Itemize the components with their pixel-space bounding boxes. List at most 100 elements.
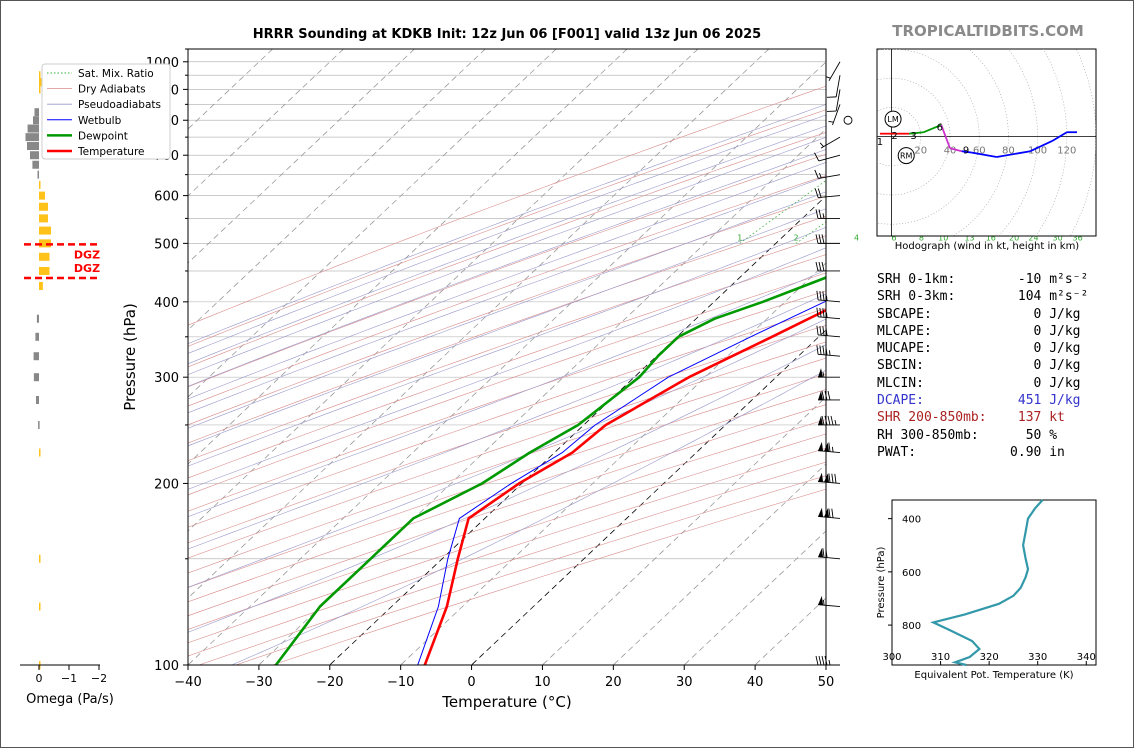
barb-full — [814, 188, 819, 198]
omega-bar — [39, 85, 41, 94]
wind-barb — [814, 169, 841, 179]
barb-staff — [818, 299, 841, 303]
omega-bar — [39, 202, 48, 211]
wind-barb — [815, 234, 840, 244]
barb-full — [822, 308, 825, 318]
legend-box — [41, 63, 171, 160]
barb-full — [825, 345, 828, 356]
omega-bar — [33, 116, 39, 125]
barb-full — [816, 325, 819, 335]
barb-full — [821, 390, 825, 401]
barb-staff — [828, 61, 841, 82]
parameter-row: MLCIN: 0 J/kg — [877, 375, 1088, 392]
barb-flag — [818, 595, 824, 606]
wind-barb — [818, 390, 840, 401]
barb-staff — [818, 334, 841, 338]
pseudoadiabat — [188, 114, 826, 354]
legend-label: Wetbulb — [78, 115, 122, 127]
parameter-label: SRH 0-3km: — [877, 289, 1003, 305]
hodograph-segment — [1029, 140, 1053, 153]
x-tick-label: −10 — [387, 675, 414, 690]
parameter-label: PWAT: — [877, 444, 1003, 460]
hodograph-height-label: 9 — [963, 146, 969, 157]
theta-e-y-tick-label: 400 — [902, 515, 921, 526]
barb-full — [821, 261, 825, 272]
mixing-ratio-label: 36 — [1073, 233, 1083, 242]
theta-e-x-tick-label: 330 — [1028, 652, 1047, 663]
hodograph-height-label: 6 — [937, 122, 943, 133]
isotherm — [188, 49, 770, 599]
parameter-unit: % — [1041, 427, 1058, 443]
parameter-unit: in — [1041, 444, 1065, 460]
hodograph-caption: Hodograph (wind in kt, height in km) — [894, 241, 1080, 252]
omega-bar — [37, 170, 39, 179]
omega-bar — [30, 151, 39, 160]
parameter-label: MLCIN: — [877, 375, 1003, 391]
parameter-unit: J/kg — [1041, 393, 1081, 409]
hodograph-segment — [996, 150, 1031, 158]
pseudoadiabat — [188, 293, 826, 550]
barb-half — [823, 600, 825, 606]
barb-half — [822, 213, 825, 219]
parameter-unit: kt — [1041, 410, 1065, 426]
hodograph-segment — [940, 124, 947, 137]
barb-half — [819, 173, 822, 179]
hodograph-height-label: 1 — [877, 137, 883, 148]
barb-full — [814, 152, 820, 162]
theta-e-x-tick-label: 300 — [882, 652, 901, 663]
barb-flag — [824, 442, 830, 452]
dgz-label: DGZ — [74, 262, 100, 275]
dry-adiabat — [188, 307, 826, 528]
barb-staff — [818, 174, 841, 179]
theta-e-y-label: Pressure (hPa) — [876, 547, 887, 619]
parameter-row: MLCAPE: 0 J/kg — [877, 323, 1088, 340]
parameter-label: DCAPE: — [877, 393, 1003, 409]
wind-barb — [815, 209, 840, 219]
barb-full — [822, 548, 825, 558]
pseudoadiabat — [188, 247, 826, 490]
parameter-row: SBCIN: 0 J/kg — [877, 357, 1088, 374]
barb-full — [817, 188, 822, 198]
dry-adiabat — [188, 109, 826, 347]
hodograph-ring-label: 80 — [1002, 146, 1015, 157]
barb-full — [824, 415, 828, 426]
barb-full — [818, 234, 822, 244]
legend-label: Dewpoint — [78, 130, 128, 142]
parameter-row: DCAPE: 451 J/kg — [877, 392, 1088, 409]
omega-panel: 0 −1 −2 Omega (Pa/s) — [20, 71, 114, 707]
parameter-row: MUCAPE: 0 J/kg — [877, 340, 1088, 357]
barb-full — [818, 209, 822, 219]
theta-e-x-tick-label: 340 — [1077, 652, 1096, 663]
parameter-label: SRH 0-1km: — [877, 272, 1003, 287]
mixing-ratio-label: 4 — [854, 233, 859, 242]
barb-full — [821, 415, 825, 426]
barb-flag — [824, 508, 830, 518]
parameter-row: RH 300-850mb: 50 % — [877, 427, 1088, 444]
mixing-ratio-label: 8 — [919, 233, 924, 242]
y-tick-label: 400 — [154, 296, 179, 311]
pseudoadiabat — [188, 162, 826, 400]
theta-e-line — [930, 499, 1044, 667]
barb-full — [827, 415, 831, 426]
barb-flag — [818, 390, 823, 400]
parameter-value: -10 — [1002, 272, 1042, 287]
parameter-value: 0 — [1002, 375, 1042, 391]
wind-barb — [814, 152, 841, 162]
pseudoadiabat — [188, 208, 826, 447]
barb-half — [819, 142, 824, 147]
barb-staff — [835, 75, 841, 97]
barb-flag — [818, 548, 824, 558]
wind-barb — [818, 548, 841, 560]
omega-bar — [39, 71, 41, 80]
barb-half — [828, 659, 831, 666]
wind-barb — [826, 75, 841, 98]
parameter-value: 50 — [1002, 427, 1042, 443]
barb-half — [826, 295, 828, 301]
parameter-label: SHR 200-850mb: — [877, 410, 1003, 426]
legend: Sat. Mix. Ratio Dry Adiabats Pseudoadiabat… — [41, 63, 171, 160]
parameter-unit: J/kg — [1041, 358, 1081, 374]
hodograph: 20 40 60 80 100 120 12 3 6 9 LM RM — [876, 48, 1097, 237]
omega-bar — [34, 108, 39, 117]
mixing-ratio-label: 10 — [938, 233, 948, 242]
